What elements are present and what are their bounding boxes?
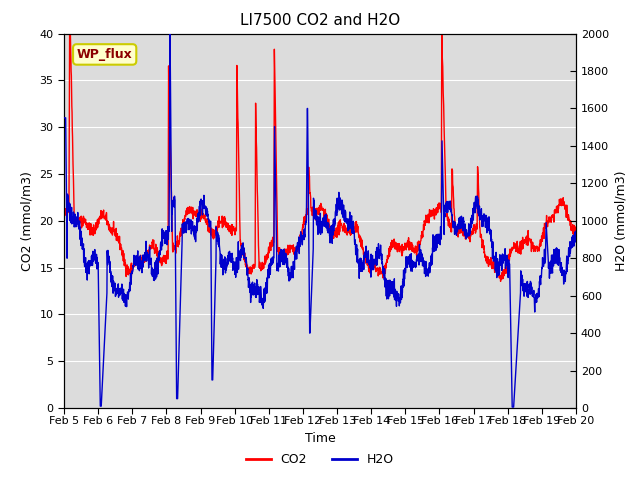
Y-axis label: CO2 (mmol/m3): CO2 (mmol/m3) (21, 171, 34, 271)
Title: LI7500 CO2 and H2O: LI7500 CO2 and H2O (240, 13, 400, 28)
X-axis label: Time: Time (305, 432, 335, 445)
Legend: CO2, H2O: CO2, H2O (241, 448, 399, 471)
Y-axis label: H2O (mmol/m3): H2O (mmol/m3) (614, 170, 628, 271)
Text: WP_flux: WP_flux (77, 48, 132, 61)
